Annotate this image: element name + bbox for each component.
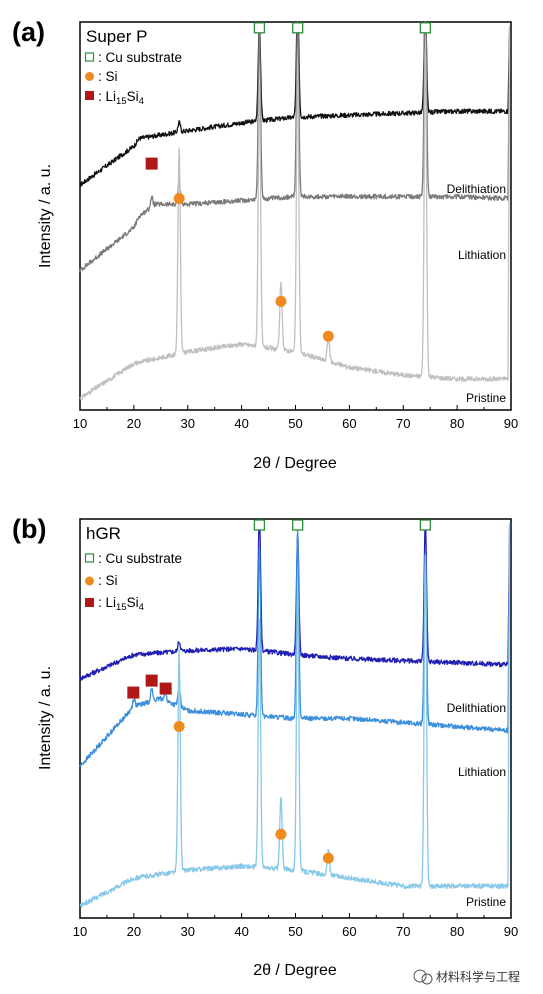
x-tick-label: 60 (342, 924, 356, 939)
series-line-pristine (79, 522, 511, 909)
wechat-icon-bubble (421, 973, 433, 985)
legend-si-marker (85, 72, 94, 81)
series-line-delithiation (79, 518, 511, 681)
panel-b: (b) hGR : Cu substrate : Si : Li15Si4 10… (12, 514, 518, 979)
si-marker (173, 720, 185, 732)
x-tick-label: 60 (342, 416, 356, 431)
legend-li15si4-marker (85, 598, 94, 607)
series-line-lithiation (79, 21, 511, 272)
li15si4-marker (127, 686, 140, 699)
si-marker (322, 330, 334, 342)
x-tick-label: 30 (181, 924, 195, 939)
legend-cu-marker (84, 52, 95, 62)
si-marker (275, 828, 287, 840)
cu-substrate-marker (253, 22, 266, 34)
legend-si-marker (85, 576, 94, 586)
cu-substrate-marker (292, 22, 304, 34)
x-tick-label: 50 (288, 924, 302, 939)
x-tick-label: 90 (504, 416, 518, 431)
x-ticks: 10 20 30 40 50 60 70 80 90 (73, 913, 518, 939)
legend-cu-marker (84, 553, 95, 563)
legend-cu-label: : Cu substrate (98, 50, 182, 65)
peak-markers (145, 22, 431, 342)
y-axis-title: Intensity / a. u. (37, 164, 54, 268)
legend-cu-label: : Cu substrate (98, 551, 182, 566)
legend-si-label: : Si (98, 69, 118, 84)
legend: : Cu substrate : Si : Li15Si4 (84, 551, 182, 613)
x-axis-title: 2θ / Degree (253, 962, 337, 979)
watermark: 材料科学与工程 (413, 969, 520, 985)
x-tick-label: 10 (73, 416, 87, 431)
legend-li15si4-marker (85, 91, 94, 100)
series-line-lithiation (79, 522, 511, 768)
x-ticks: 10 20 30 40 50 60 70 80 90 (73, 405, 518, 431)
panel-label: (a) (12, 17, 45, 47)
series-label-pristine: Pristine (466, 391, 506, 405)
legend-li15si4-label: : Li15Si4 (98, 89, 144, 107)
series-label-delithiation: Delithiation (447, 701, 506, 715)
series-label-pristine: Pristine (466, 895, 506, 909)
si-marker (173, 193, 185, 205)
x-tick-label: 10 (73, 924, 87, 939)
series-line-pristine (79, 25, 511, 400)
x-tick-label: 20 (127, 924, 141, 939)
panel-label: (b) (12, 514, 46, 544)
cu-substrate-marker (292, 519, 304, 531)
si-marker (322, 852, 334, 864)
x-tick-label: 90 (504, 924, 518, 939)
x-tick-label: 30 (181, 416, 195, 431)
si-marker (275, 295, 287, 307)
x-tick-label: 40 (234, 416, 248, 431)
curves (79, 21, 511, 400)
legend-li15si4-label: : Li15Si4 (98, 595, 144, 613)
y-axis-title: Intensity / a. u. (37, 666, 54, 770)
cu-substrate-marker (419, 22, 431, 34)
cu-substrate-marker (419, 519, 431, 531)
x-tick-label: 50 (288, 416, 302, 431)
cu-substrate-marker (253, 519, 266, 531)
x-tick-label: 20 (127, 416, 141, 431)
watermark-text: 材料科学与工程 (436, 969, 520, 984)
x-tick-label: 80 (450, 924, 464, 939)
wechat-icon (413, 969, 427, 983)
x-tick-label: 70 (396, 416, 410, 431)
panel-a: (a) Super P : Cu substrate : Si : Li15Si… (12, 17, 518, 472)
x-tick-label: 70 (396, 924, 410, 939)
sample-name: hGR (86, 524, 121, 543)
li15si4-marker (145, 674, 158, 687)
legend: : Cu substrate : Si : Li15Si4 (84, 50, 182, 107)
series-line-delithiation (79, 21, 511, 187)
li15si4-marker (145, 157, 158, 170)
series-label-lithiation: Lithiation (458, 765, 506, 779)
plot-frame (79, 518, 512, 919)
x-tick-label: 40 (234, 924, 248, 939)
series-label-delithiation: Delithiation (447, 182, 506, 196)
li15si4-marker (159, 682, 172, 695)
x-tick-label: 80 (450, 416, 464, 431)
legend-si-label: : Si (98, 573, 118, 588)
peak-markers (127, 519, 431, 864)
x-axis-title: 2θ / Degree (253, 455, 337, 472)
series-label-lithiation: Lithiation (458, 248, 506, 262)
curves (79, 518, 511, 909)
sample-name: Super P (86, 27, 147, 46)
